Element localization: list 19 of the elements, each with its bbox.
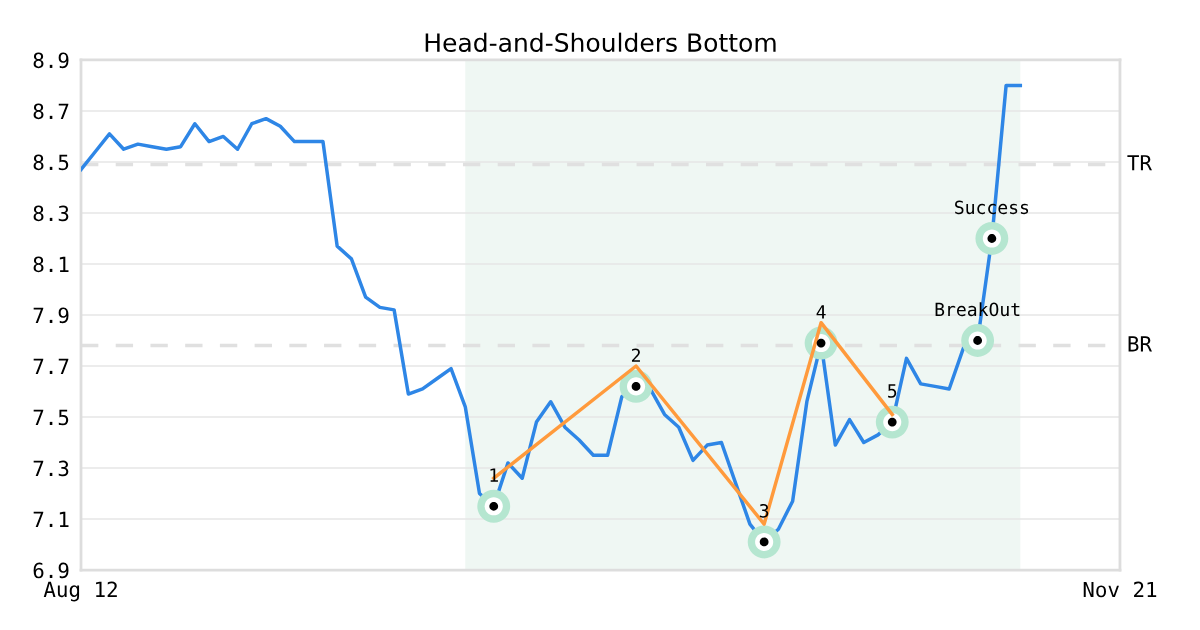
y-tick-label: 8.5 (33, 154, 69, 171)
ref-line-label: BR (1128, 336, 1152, 352)
y-tick-label: 7.9 (33, 307, 69, 324)
y-tick-label: 8.3 (33, 205, 69, 222)
x-tick-label: Aug 12 (43, 581, 117, 602)
annotation: 4 (816, 305, 826, 319)
y-tick-label: 7.1 (33, 511, 69, 527)
y-tick-label: 8.9 (33, 52, 69, 69)
ref-line-label: TR (1127, 155, 1152, 171)
y-tick-label: 8.7 (33, 103, 69, 120)
annotation: 2 (631, 348, 640, 362)
y-tick-label: 7.3 (33, 460, 69, 477)
chart-title: Head-and-Shoulders Bottom (425, 32, 776, 52)
annotation: 5 (888, 384, 897, 398)
y-tick-label: 7.7 (33, 358, 69, 374)
y-tick-label: 6.9 (33, 562, 69, 579)
y-tick-label: 7.5 (33, 409, 69, 426)
y-tick-label: 8.1 (33, 256, 69, 273)
x-tick-label: Nov 21 (1083, 581, 1157, 598)
